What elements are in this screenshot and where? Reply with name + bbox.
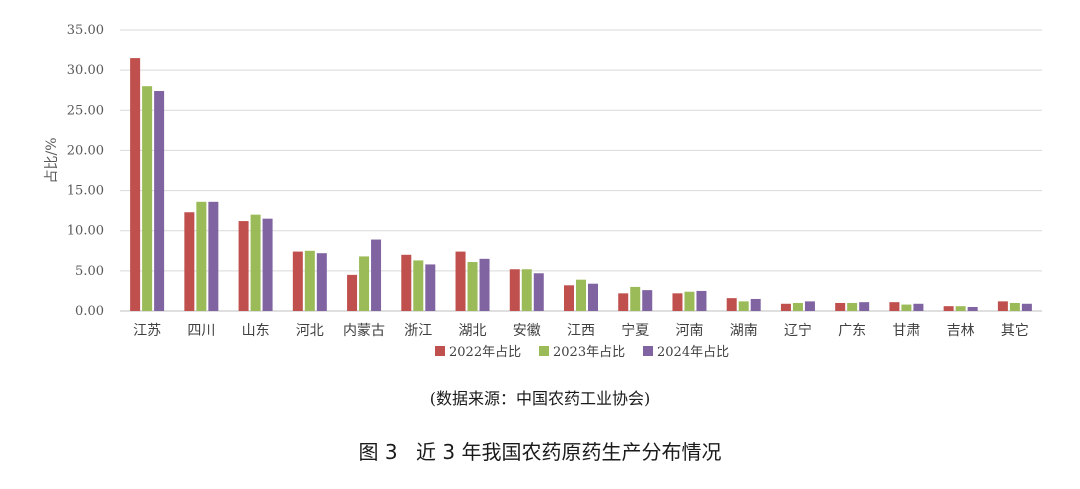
x-tick-label: 湖南 xyxy=(730,323,758,339)
source-note: (数据来源：中国农药工业协会) xyxy=(429,389,651,408)
bar xyxy=(304,250,315,311)
y-tick-label: 15.00 xyxy=(67,184,104,199)
bar xyxy=(618,293,629,311)
bar xyxy=(208,201,219,311)
bar xyxy=(509,269,520,311)
bar xyxy=(250,214,261,311)
x-tick-label: 宁夏 xyxy=(621,322,649,339)
bar xyxy=(588,283,598,311)
bar xyxy=(184,212,195,311)
y-axis-label: 占比/% xyxy=(44,137,60,183)
bar xyxy=(642,290,653,311)
bar xyxy=(672,293,683,311)
bar xyxy=(316,253,327,311)
bar xyxy=(533,273,544,311)
bar xyxy=(835,302,846,311)
bar xyxy=(401,254,412,311)
bar xyxy=(684,291,695,311)
legend-swatch xyxy=(435,346,445,356)
y-tick-label: 20.00 xyxy=(67,143,104,158)
bar xyxy=(889,302,900,311)
bar xyxy=(262,218,273,311)
y-tick-label: 35.00 xyxy=(67,23,104,38)
bar xyxy=(997,301,1008,311)
bar xyxy=(913,303,924,311)
x-tick-label: 辽宁 xyxy=(784,322,812,339)
x-tick-label: 其它 xyxy=(1001,322,1029,339)
x-tick-label: 江苏 xyxy=(133,323,161,339)
bar xyxy=(847,302,858,311)
bar xyxy=(738,301,749,311)
legend-label: 2022年占比 xyxy=(449,345,521,360)
y-tick-label: 30.00 xyxy=(67,63,104,78)
bar xyxy=(1009,302,1020,311)
bar xyxy=(130,58,141,311)
bar xyxy=(901,304,912,311)
x-tick-label: 四川 xyxy=(187,323,215,339)
bar xyxy=(859,302,870,311)
bar xyxy=(696,290,707,311)
x-tick-label: 河北 xyxy=(296,323,324,339)
bar xyxy=(726,298,737,311)
bar xyxy=(630,286,641,311)
bar xyxy=(564,285,574,311)
x-tick-label: 浙江 xyxy=(404,323,432,339)
legend-label: 2023年占比 xyxy=(553,345,625,360)
bar xyxy=(425,264,436,311)
bar xyxy=(521,269,532,311)
bar xyxy=(142,86,153,311)
legend-swatch xyxy=(643,346,653,356)
bar xyxy=(154,91,165,311)
bar xyxy=(359,256,370,311)
x-tick-label: 湖北 xyxy=(459,323,487,339)
figure-title: 近 3 年我国农药原药生产分布情况 xyxy=(416,440,722,464)
bar xyxy=(347,274,358,311)
x-tick-label: 甘肃 xyxy=(892,323,920,339)
x-tick-label: 广东 xyxy=(838,323,866,339)
bar-chart: 0.00 5.00 10.00 15.00 20.00 25.00 30.00 35.00 占比… xyxy=(44,23,1042,360)
bar xyxy=(467,262,478,311)
x-tick-label: 江西 xyxy=(567,323,595,339)
bar xyxy=(413,260,424,311)
legend-swatch xyxy=(539,346,549,356)
bar xyxy=(792,302,803,311)
bar xyxy=(238,221,249,311)
legend-label: 2024年占比 xyxy=(657,345,729,360)
y-tick-label: 0.00 xyxy=(75,304,104,319)
bar xyxy=(943,306,954,311)
bar xyxy=(479,258,490,311)
bar xyxy=(576,279,586,311)
bar xyxy=(955,306,966,311)
bar xyxy=(196,201,207,311)
figure-caption: 图 3 近 3 年我国农药原药生产分布情况 xyxy=(0,436,1080,465)
bar xyxy=(371,239,382,311)
figure-number: 图 3 xyxy=(358,440,398,464)
chart-svg: 0.00 5.00 10.00 15.00 20.00 25.00 30.00 35.00 占比… xyxy=(44,23,1042,360)
x-tick-label: 河南 xyxy=(675,323,703,339)
bar xyxy=(750,298,761,311)
x-tick-label: 安徽 xyxy=(513,323,541,339)
bar xyxy=(292,251,303,311)
y-tick-label: 10.00 xyxy=(67,224,104,239)
bar xyxy=(780,303,791,311)
x-tick-label: 山东 xyxy=(242,323,270,339)
x-tick-label: 内蒙古 xyxy=(343,323,385,339)
bar xyxy=(804,301,815,311)
y-tick-label: 25.00 xyxy=(67,103,104,118)
y-tick-label: 5.00 xyxy=(75,264,104,279)
x-tick-label: 吉林 xyxy=(947,323,975,339)
bar xyxy=(1021,303,1032,311)
bar xyxy=(455,251,466,311)
bar xyxy=(967,306,978,311)
